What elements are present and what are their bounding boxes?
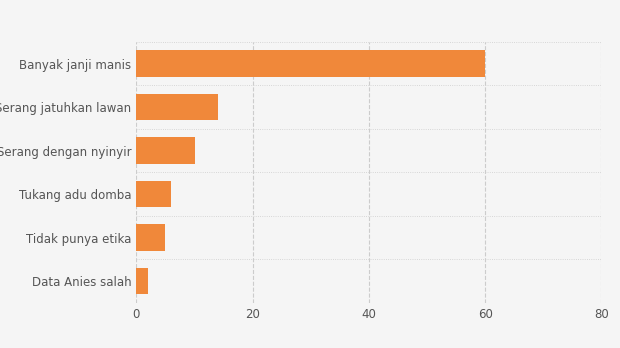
Bar	[136, 181, 171, 207]
Bar	[136, 137, 195, 164]
Bar	[136, 94, 218, 120]
Bar	[136, 224, 166, 251]
Bar	[136, 268, 148, 294]
Bar	[136, 50, 485, 77]
